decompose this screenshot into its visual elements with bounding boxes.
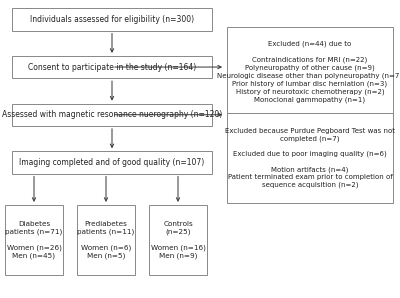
FancyBboxPatch shape (227, 27, 393, 116)
Text: Individuals assessed for eligibility (n=300): Individuals assessed for eligibility (n=… (30, 15, 194, 24)
FancyBboxPatch shape (77, 205, 135, 275)
FancyBboxPatch shape (12, 8, 212, 30)
FancyBboxPatch shape (12, 151, 212, 173)
FancyBboxPatch shape (227, 113, 393, 203)
Text: Imaging completed and of good quality (n=107): Imaging completed and of good quality (n… (19, 158, 205, 167)
FancyBboxPatch shape (12, 56, 212, 78)
FancyBboxPatch shape (5, 205, 63, 275)
Text: Excluded because Purdue Pegboard Test was not
completed (n=7)

Excluded due to p: Excluded because Purdue Pegboard Test wa… (225, 128, 395, 188)
Text: Excluded (n=44) due to

Contraindications for MRI (n=22)
Polyneuropathy of other: Excluded (n=44) due to Contraindications… (218, 41, 400, 103)
Text: Assessed with magnetic resonance nuerography (n=120): Assessed with magnetic resonance nuerogr… (2, 110, 222, 119)
Text: Diabetes
patients (n=71)

Women (n=26)
Men (n=45): Diabetes patients (n=71) Women (n=26) Me… (5, 221, 63, 259)
Text: Consent to participate in the study (n=164): Consent to participate in the study (n=1… (28, 63, 196, 72)
FancyBboxPatch shape (12, 104, 212, 126)
Text: Prediabetes
patients (n=11)

Women (n=6)
Men (n=5): Prediabetes patients (n=11) Women (n=6) … (77, 221, 135, 259)
FancyBboxPatch shape (149, 205, 207, 275)
Text: Controls
(n=25)

Women (n=16)
Men (n=9): Controls (n=25) Women (n=16) Men (n=9) (150, 221, 206, 259)
